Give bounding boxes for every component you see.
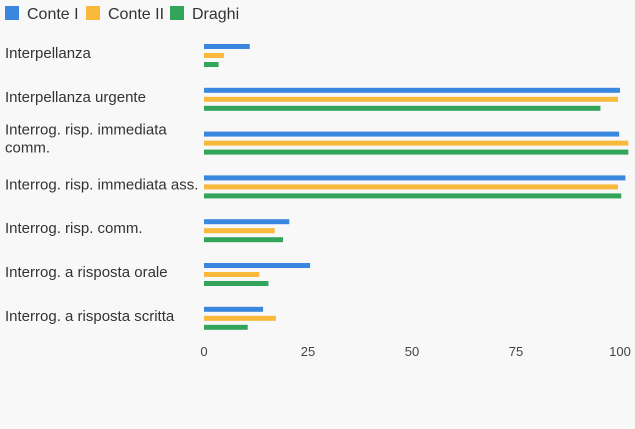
- bar-conte-ii: [204, 140, 629, 146]
- x-tick-label: 75: [509, 344, 523, 359]
- category-label: Interrog. a risposta orale: [5, 264, 168, 281]
- bar-conte-i: [204, 263, 311, 268]
- legend-swatch: [170, 6, 184, 20]
- bar-conte-ii: [204, 184, 618, 190]
- x-tick-label: 0: [200, 344, 207, 359]
- legend-label: Conte I: [27, 6, 79, 23]
- bar-conte-i: [204, 219, 290, 225]
- bar-conte-i: [204, 175, 626, 181]
- category-label: Interrog. risp. immediata comm.: [5, 122, 167, 157]
- x-tick-label: 100: [609, 344, 631, 359]
- category-label: Interpellanza urgente: [5, 89, 146, 106]
- bar-conte-ii: [204, 96, 618, 102]
- legend-swatch: [86, 6, 100, 20]
- bar-conte-i: [204, 44, 250, 49]
- category-label: Interrog. risp. immediata ass.: [5, 176, 198, 193]
- bar-conte-i: [204, 131, 620, 137]
- x-tick-label: 25: [301, 344, 315, 359]
- bar-conte-i: [204, 306, 264, 312]
- bar-conte-i: [204, 87, 620, 93]
- category-label: Interpellanza: [5, 45, 92, 62]
- bar-draghi: [204, 149, 629, 155]
- bar-draghi: [204, 281, 269, 286]
- legend-label: Draghi: [192, 6, 239, 23]
- bar-draghi: [204, 62, 219, 67]
- bar-conte-ii: [204, 53, 224, 58]
- bar-conte-ii: [204, 315, 276, 321]
- category-label: Interrog. risp. comm.: [5, 220, 143, 237]
- legend-label: Conte II: [108, 6, 164, 23]
- bar-draghi: [204, 237, 284, 243]
- category-label: Interrog. a risposta scritta: [5, 308, 175, 325]
- bar-conte-ii: [204, 228, 275, 234]
- bar-draghi: [204, 105, 601, 111]
- bar-draghi: [204, 193, 622, 199]
- bar-draghi: [204, 324, 248, 330]
- x-tick-label: 50: [405, 344, 419, 359]
- bar-conte-ii: [204, 272, 260, 277]
- legend-swatch: [5, 6, 19, 20]
